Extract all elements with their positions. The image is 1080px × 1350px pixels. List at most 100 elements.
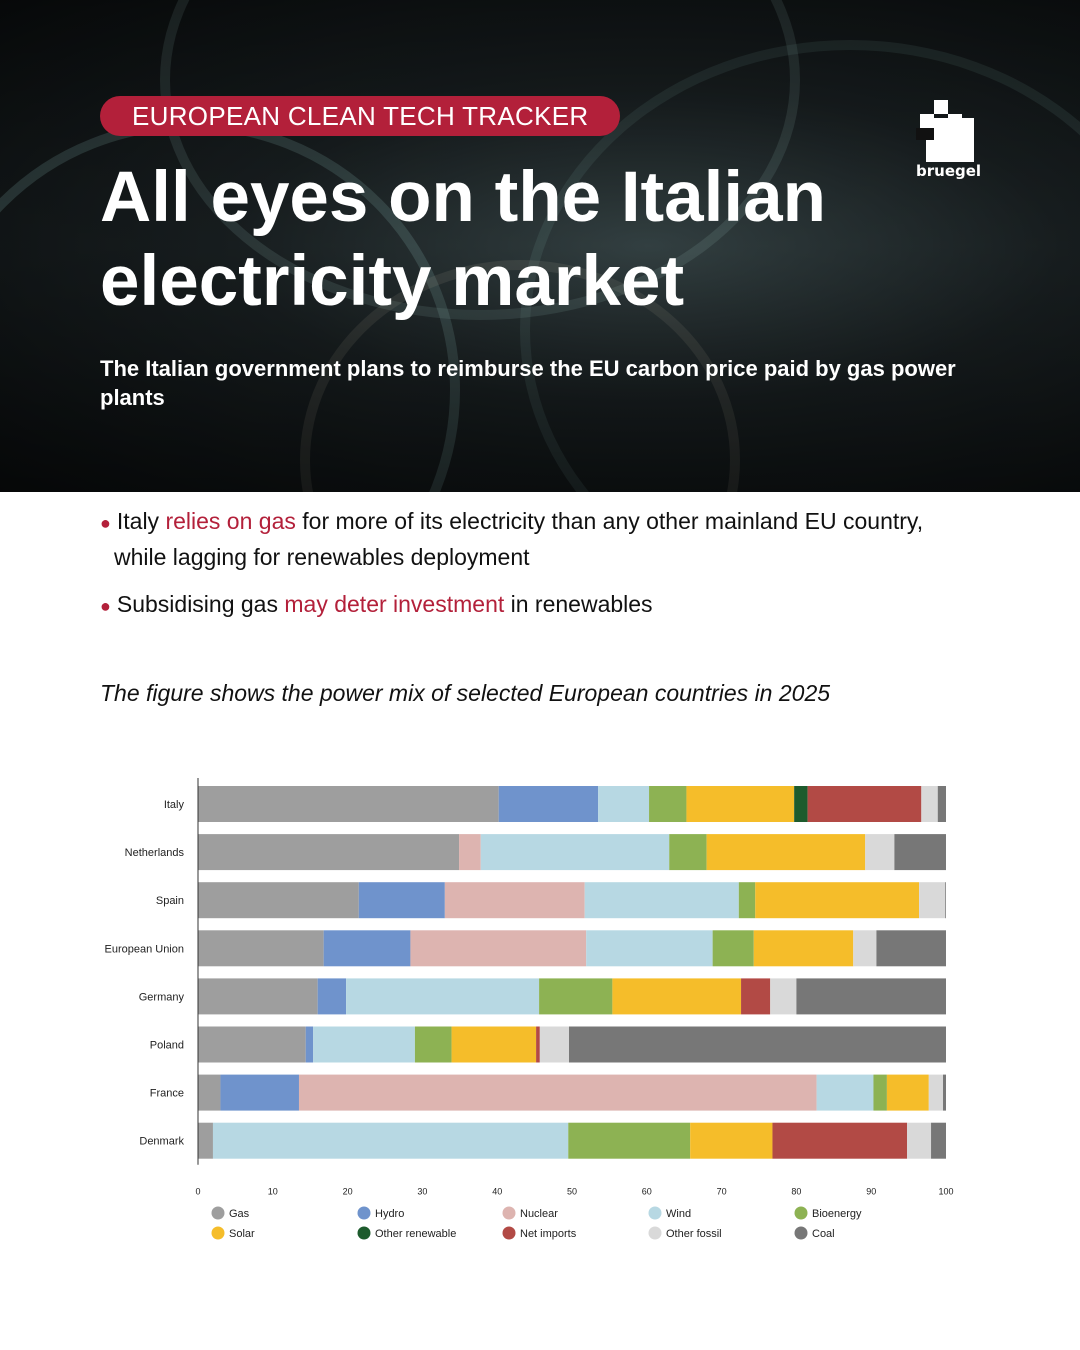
legend-label: Other renewable [375,1228,456,1240]
bullet-point: ● Subsidising gas may deter investment in… [100,587,1000,623]
bullet-point: ● Italy relies on gas for more of its ele… [100,504,1000,574]
y-tick-label: Netherlands [125,847,185,859]
page-subtitle: The Italian government plans to reimburs… [100,356,956,410]
y-tick-label: Denmark [139,1136,184,1148]
bullet-text: in renewables [504,591,653,617]
title-line-2: electricity market [100,242,685,321]
x-tick-label: 30 [417,1187,427,1197]
bar-segment [943,1074,946,1111]
legend-label: Hydro [375,1208,404,1220]
logo-wordmark: bruegel [916,162,982,180]
bullet-text-continued: while lagging for renewables deployment [114,544,530,570]
bar-segment [945,882,946,919]
legend-swatch [502,1206,516,1220]
bar-segment [480,834,670,871]
y-tick-label: France [150,1088,184,1100]
bar-segment [444,882,585,919]
y-tick-label: Germany [139,991,185,1003]
bar-segment [414,1026,452,1063]
bar-segment [198,882,359,919]
bar-segment [919,882,946,919]
bar-segment [198,834,460,871]
bar-segment [907,1122,932,1159]
legend-swatch [357,1206,371,1220]
legend-label: Wind [666,1208,691,1220]
bar-segment [931,1122,946,1159]
legend-swatch [648,1206,662,1220]
bar-segment [772,1122,908,1159]
bar-segment [753,930,854,967]
power-mix-chart: Italy Netherlands Spain European Union Germa… [104,778,954,1240]
bar-segment [410,930,587,967]
y-tick-label: Spain [156,895,184,907]
legend-label: Nuclear [520,1208,558,1220]
bar-segment [198,1074,221,1111]
x-tick-label: 80 [791,1187,801,1197]
legend-swatch [794,1206,808,1220]
bar-segment [886,1074,929,1111]
y-tick-label: Italy [164,799,185,811]
bar-segment [612,978,742,1015]
page-title: All eyes on the Italian electricity mark… [100,156,920,324]
bar-segment [921,786,938,822]
x-tick-label: 10 [268,1187,278,1197]
bar-segment [928,1074,944,1111]
bullet-dot-icon: ● [100,513,111,533]
bar-segment [873,1074,887,1111]
bullet-text: for more of its electricity than any oth… [295,508,924,534]
bar-segment [738,882,756,919]
x-tick-label: 20 [343,1187,353,1197]
bar-segment [220,1074,299,1111]
bar-segment [586,930,713,967]
bar-segment [198,930,324,967]
bullet-highlight: may deter investment [284,591,505,617]
bar-segment [198,1122,213,1159]
bar-segment [313,1026,415,1063]
bullet-text: Italy [116,508,166,534]
legend-swatch [211,1226,225,1240]
bar-segment [770,978,797,1015]
series-tag: EUROPEAN CLEAN TECH TRACKER [100,96,621,136]
bar-segment [794,786,808,822]
x-tick-label: 40 [492,1187,502,1197]
bar-segment [459,834,481,871]
x-tick-label: 70 [717,1187,727,1197]
legend-label: Net imports [520,1228,577,1240]
bar-segment [568,1122,691,1159]
x-tick-label: 0 [195,1187,200,1197]
legend-label: Bioenergy [812,1208,862,1220]
bar-segment [669,834,707,871]
bar-segment [323,930,411,967]
bullet-highlight: relies on gas [165,508,296,534]
x-tick-label: 90 [866,1187,876,1197]
bullet-text: Subsidising gas [116,591,285,617]
bar-segment [807,786,922,822]
bar-segment [539,1026,570,1063]
bar-segment [198,978,318,1015]
bar-segment [539,978,613,1015]
bruegel-logo: bruegel [916,100,986,180]
bar-segment [212,1122,569,1159]
legend-swatch [211,1206,225,1220]
bar-segment [358,882,445,919]
bar-segment [816,1074,874,1111]
bar-segment [876,930,946,967]
bar-segment [198,1026,306,1063]
bar-segment [712,930,754,967]
bar-segment [755,882,920,919]
hero-banner: EUROPEAN CLEAN TECH TRACKER All eyes on … [0,0,1080,492]
legend-swatch [794,1226,808,1240]
bar-segment [569,1026,946,1063]
legend-label: Coal [812,1228,835,1240]
bar-segment [451,1026,537,1063]
bar-segment [305,1026,314,1063]
legend-label: Gas [229,1208,250,1220]
bar-segment [706,834,866,871]
bar-segment [584,882,739,919]
legend-swatch [357,1226,371,1240]
bar-segment [317,978,347,1015]
bar-segment [690,1122,773,1159]
figure-caption: The figure shows the power mix of select… [100,680,831,706]
title-line-1: All eyes on the Italian [100,158,826,237]
bar-segment [498,786,599,822]
